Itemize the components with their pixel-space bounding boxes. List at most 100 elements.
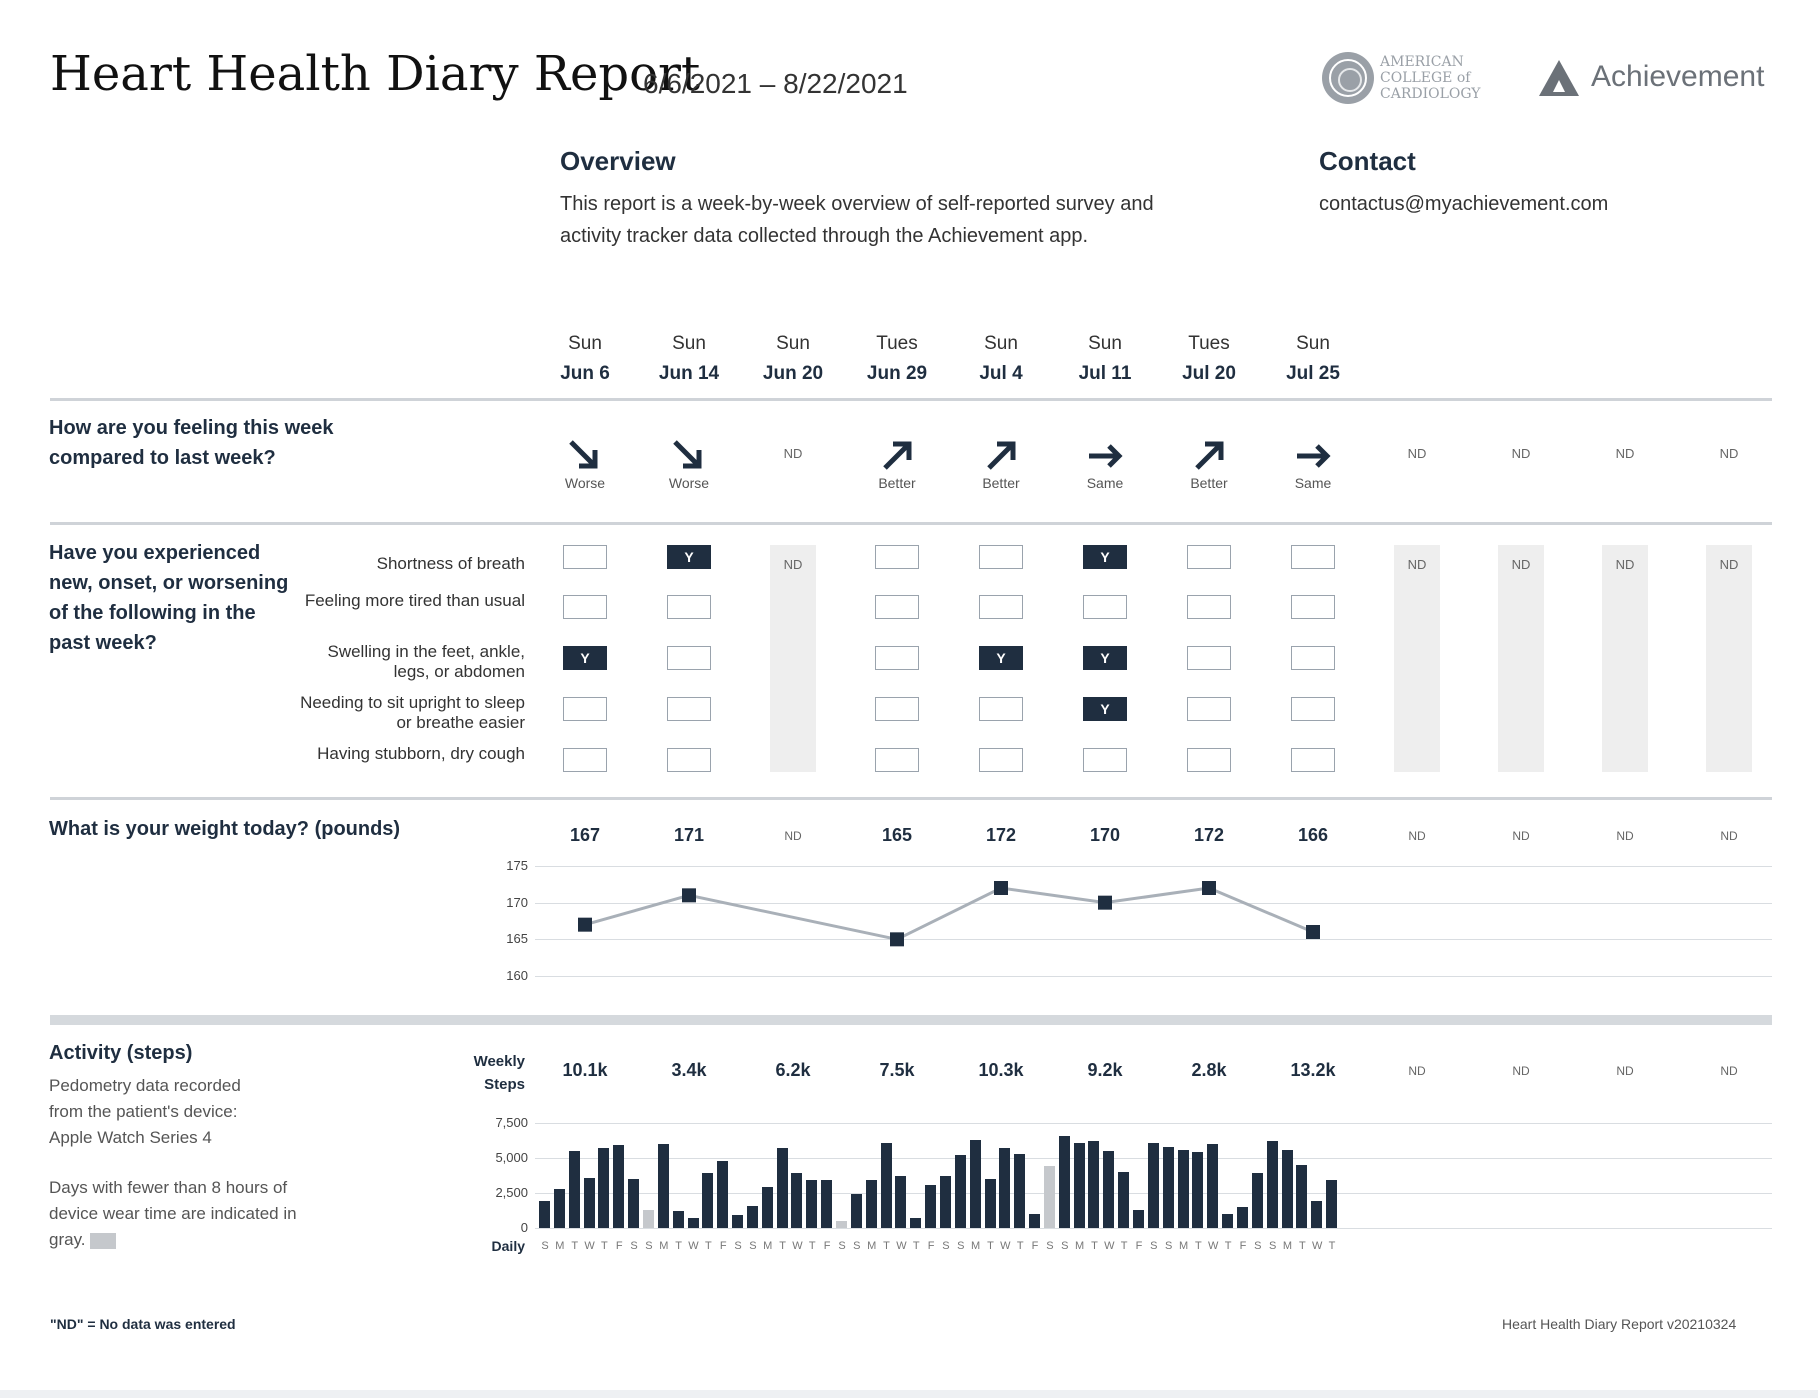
week-day-label: Sun (568, 333, 602, 354)
day-letter: F (1031, 1240, 1039, 1252)
week-date-label: Jun 20 (762, 363, 824, 384)
day-letter: W (1104, 1240, 1115, 1252)
contact-email-link[interactable]: contactus@myachievement.com (1319, 193, 1609, 215)
steps-bar (732, 1215, 744, 1228)
steps-bar (939, 1176, 951, 1228)
steps-bar (761, 1187, 773, 1228)
steps-bar-low-wear (642, 1209, 654, 1228)
symptom-nd: ND (1407, 557, 1427, 572)
symptom-empty-box (1291, 748, 1335, 772)
steps-bar (776, 1148, 788, 1228)
steps-bar (1058, 1135, 1070, 1228)
feeling-label: Same (1294, 475, 1332, 491)
weight-value: 167 (569, 825, 601, 845)
symptom-nd: ND (1719, 557, 1739, 572)
steps-bar (583, 1177, 595, 1228)
steps-bar (1073, 1142, 1085, 1228)
activity-heading: Activity (steps) (49, 1042, 193, 1064)
steps-bar (687, 1218, 699, 1228)
day-letter: T (1328, 1240, 1336, 1252)
day-letter: S (1150, 1240, 1158, 1252)
feeling-label: Better (878, 475, 916, 491)
day-letter: F (615, 1240, 623, 1252)
week-date-label: Jul 25 (1286, 363, 1340, 384)
day-letter: S (957, 1240, 965, 1252)
day-letter: M (1178, 1240, 1189, 1252)
activity-source-note: Pedometry data recorded from the patient… (49, 1076, 241, 1147)
week-day-label: Sun (1088, 333, 1122, 354)
steps-bar (702, 1173, 714, 1228)
steps-bar (657, 1144, 669, 1228)
feeling-question: How are you feeling this week compared t… (49, 417, 334, 469)
week-date-label: Jul 11 (1078, 363, 1132, 384)
steps-bar (999, 1148, 1011, 1228)
steps-bar (1162, 1146, 1174, 1228)
day-letter: W (688, 1240, 699, 1252)
day-letter: T (912, 1240, 920, 1252)
symptom-empty-box (667, 748, 711, 772)
day-letter: S (749, 1240, 757, 1252)
steps-bar (1251, 1173, 1263, 1228)
week-day-label: Sun (1296, 333, 1330, 354)
week-day-label: Tues (1188, 333, 1230, 354)
symptom-empty-box (875, 595, 919, 619)
weekly-steps-value: 6.2k (775, 1060, 811, 1080)
week-day-label: Sun (776, 333, 810, 354)
weekly-steps-nd: ND (1720, 1064, 1738, 1078)
contact-heading: Contact (1319, 146, 1416, 176)
weekly-steps-value: 7.5k (879, 1060, 915, 1080)
day-letter: T (1195, 1240, 1202, 1252)
symptom-checked-box: Y (667, 545, 711, 569)
steps-bar (865, 1180, 877, 1228)
symptoms-question: Have you experienced new, onset, or wors… (49, 542, 289, 654)
symptom-empty-box (979, 697, 1023, 721)
day-letter: S (1268, 1240, 1277, 1252)
day-letter: F (1135, 1240, 1143, 1252)
steps-bar (1326, 1180, 1338, 1228)
day-letter: F (719, 1240, 727, 1252)
day-letter: S (1061, 1240, 1069, 1252)
day-letter: T (571, 1240, 579, 1252)
feeling-nd: ND (783, 446, 803, 461)
symptom-checked-box: Y (1083, 545, 1127, 569)
symptom-checked-box: Y (979, 646, 1023, 670)
steps-bar (1281, 1149, 1293, 1228)
day-letter: M (763, 1240, 773, 1252)
feeling-better-arrow-icon (987, 441, 1016, 470)
symptom-empty-box (1187, 697, 1231, 721)
symptom-empty-box (1291, 545, 1335, 569)
day-letter: T (808, 1240, 816, 1252)
steps-bar (539, 1201, 550, 1228)
symptom-empty-box (1187, 748, 1231, 772)
week-day-label: Tues (876, 333, 918, 354)
symptom-nd: ND (1511, 557, 1531, 572)
day-letter: S (645, 1240, 653, 1252)
symptom-empty-box (979, 595, 1023, 619)
steps-tick-label: 7,500 (495, 1115, 528, 1130)
steps-bar (746, 1205, 758, 1228)
weekly-steps-value: 13.2k (1290, 1060, 1336, 1080)
symptom-empty-box (563, 545, 607, 569)
symptom-empty-box (1187, 646, 1231, 670)
day-letter: T (1298, 1240, 1306, 1252)
steps-bar (1177, 1149, 1189, 1228)
symptom-empty-box (979, 748, 1023, 772)
weekly-steps-value: 9.2k (1087, 1060, 1123, 1080)
steps-bar (1222, 1214, 1234, 1228)
nd-column (1602, 545, 1648, 772)
steps-bar (791, 1173, 803, 1228)
steps-bar (1118, 1172, 1130, 1228)
weight-gridline (535, 976, 1772, 977)
day-letter: M (971, 1240, 981, 1252)
symptom-empty-box (1291, 697, 1335, 721)
symptom-checked-box: Y (1083, 646, 1127, 670)
steps-bar (821, 1180, 833, 1228)
symptom-label: Needing to sit upright to sleep or breat… (300, 693, 525, 732)
steps-bar (717, 1160, 729, 1228)
steps-bar (1103, 1151, 1115, 1228)
steps-bar (984, 1179, 996, 1228)
weight-value: 171 (673, 825, 705, 845)
feeling-same-arrow-icon (1089, 444, 1123, 468)
symptom-empty-box (563, 595, 607, 619)
feeling-worse-arrow-icon (569, 440, 598, 469)
